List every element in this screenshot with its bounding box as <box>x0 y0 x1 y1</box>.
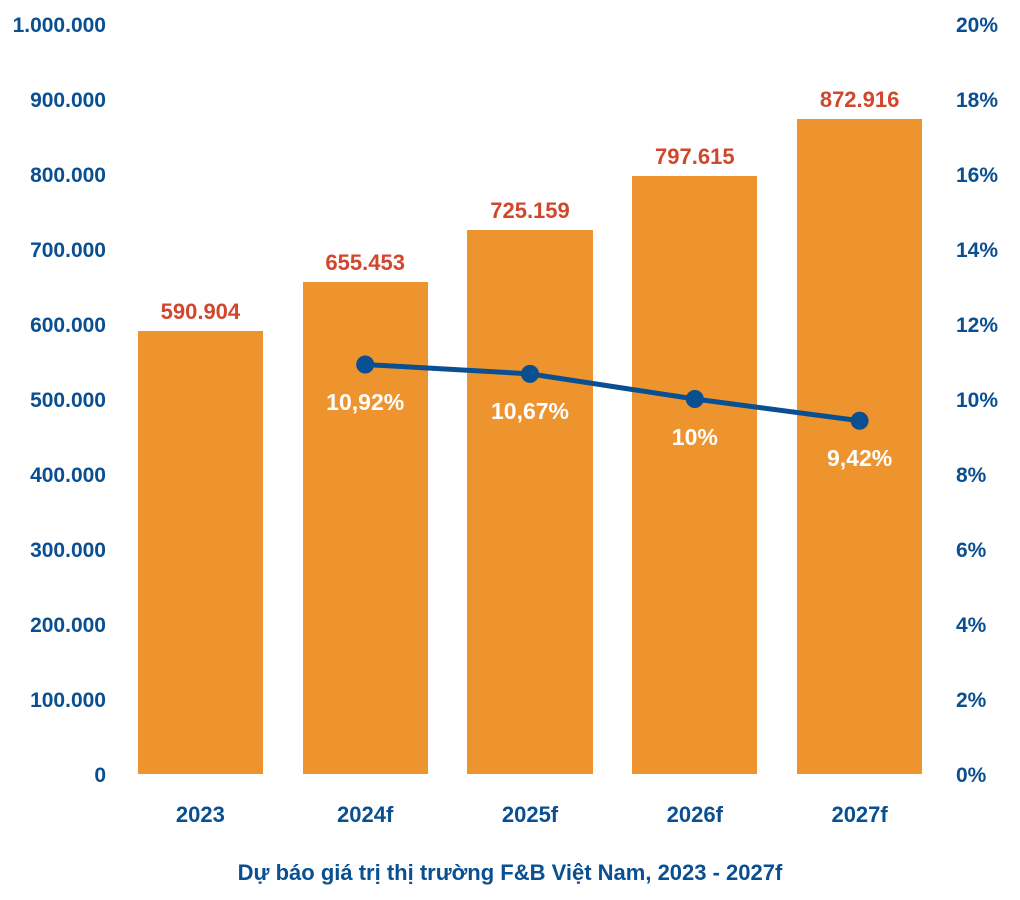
growth-line <box>365 365 859 421</box>
y-right-tick-label: 18% <box>956 89 998 113</box>
y-right-tick-label: 6% <box>956 539 986 563</box>
y-left-tick-label: 500.000 <box>30 389 106 413</box>
chart-caption: Dự báo giá trị thị trường F&B Việt Nam, … <box>238 860 783 886</box>
y-right-tick-label: 20% <box>956 14 998 38</box>
y-left-tick-label: 400.000 <box>30 464 106 488</box>
y-right-tick-label: 2% <box>956 689 986 713</box>
y-left-tick-label: 300.000 <box>30 539 106 563</box>
growth-pct-label: 10,92% <box>326 389 404 416</box>
category-label: 2024f <box>337 802 393 828</box>
y-left-tick-label: 1.000.000 <box>13 14 106 38</box>
y-right-tick-label: 8% <box>956 464 986 488</box>
bar-value-label: 590.904 <box>161 299 241 325</box>
y-right-tick-label: 10% <box>956 389 998 413</box>
growth-pct-label: 10% <box>672 424 718 451</box>
bar <box>467 230 592 774</box>
y-left-tick-label: 0 <box>94 764 106 788</box>
y-left-tick-label: 100.000 <box>30 689 106 713</box>
y-right-tick-label: 4% <box>956 614 986 638</box>
growth-pct-label: 9,42% <box>827 445 892 472</box>
y-right-tick-label: 0% <box>956 764 986 788</box>
y-right-tick-label: 14% <box>956 239 998 263</box>
y-left-tick-label: 200.000 <box>30 614 106 638</box>
category-label: 2026f <box>667 802 723 828</box>
bar-value-label: 797.615 <box>655 144 735 170</box>
bar-value-label: 725.159 <box>490 198 570 224</box>
category-label: 2025f <box>502 802 558 828</box>
bar <box>632 176 757 774</box>
y-left-tick-label: 700.000 <box>30 239 106 263</box>
bar <box>303 282 428 774</box>
y-left-tick-label: 800.000 <box>30 164 106 188</box>
y-right-tick-label: 16% <box>956 164 998 188</box>
bar-value-label: 872.916 <box>820 87 900 113</box>
category-label: 2023 <box>176 802 225 828</box>
growth-pct-label: 10,67% <box>491 398 569 425</box>
fb-market-forecast-chart: 0 100.000 200.000 300.000 400.000 500.000 600.… <box>0 0 1020 900</box>
bar-value-label: 655.453 <box>325 250 405 276</box>
y-right-tick-label: 12% <box>956 314 998 338</box>
category-label: 2027f <box>831 802 887 828</box>
bar <box>138 331 263 774</box>
y-left-tick-label: 600.000 <box>30 314 106 338</box>
y-left-tick-label: 900.000 <box>30 89 106 113</box>
